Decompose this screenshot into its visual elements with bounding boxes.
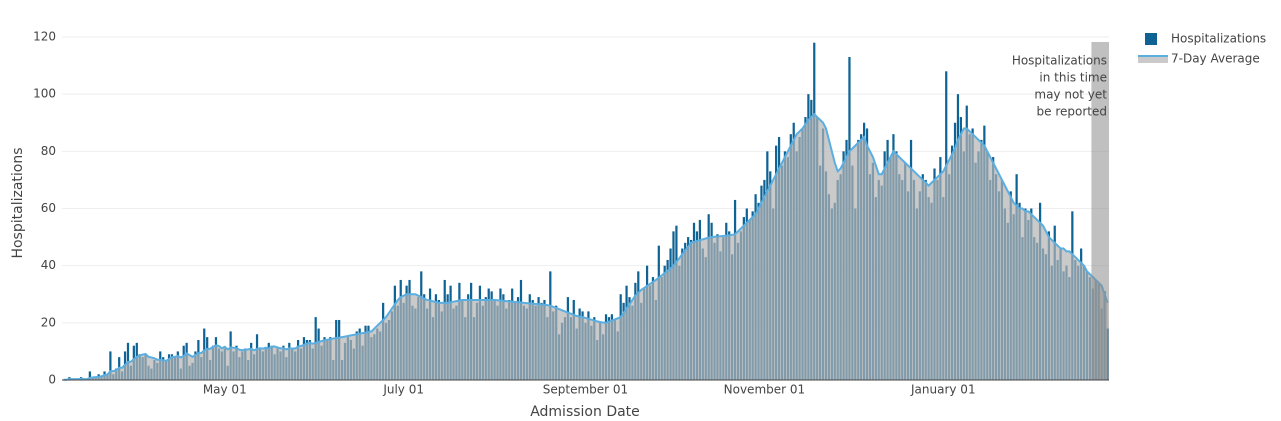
legend-label: 7-Day Average (1171, 52, 1260, 66)
x-tick-label: January 01 (910, 383, 976, 397)
y-tick-label: 100 (33, 87, 56, 101)
y-tick-label: 40 (41, 258, 56, 272)
annotation: in this time (1039, 71, 1107, 85)
annotation: may not yet (1034, 88, 1107, 102)
legend-label: Hospitalizations (1171, 32, 1266, 46)
y-tick-label: 60 (41, 201, 56, 215)
legend-swatch (1138, 55, 1168, 63)
x-tick-label: May 01 (203, 383, 247, 397)
average-line (63, 112, 1109, 381)
legend-swatch (1145, 33, 1157, 45)
annotation: Hospitalizations (1012, 54, 1107, 68)
y-tick-label: 120 (33, 30, 56, 44)
annotation: be reported (1037, 105, 1107, 119)
x-tick-label: September 01 (543, 383, 628, 397)
y-tick-label: 80 (41, 144, 56, 158)
x-axis-title: Admission Date (530, 404, 640, 420)
y-tick-label: 20 (41, 315, 56, 329)
y-tick-label: 0 (48, 373, 56, 387)
x-tick-label: November 01 (724, 383, 806, 397)
y-axis-title: Hospitalizations (10, 147, 26, 258)
x-tick-label: July 01 (382, 383, 424, 397)
bar (88, 371, 91, 380)
average-area (63, 114, 1108, 381)
reporting-lag-region (1091, 42, 1109, 380)
bar (109, 351, 112, 380)
